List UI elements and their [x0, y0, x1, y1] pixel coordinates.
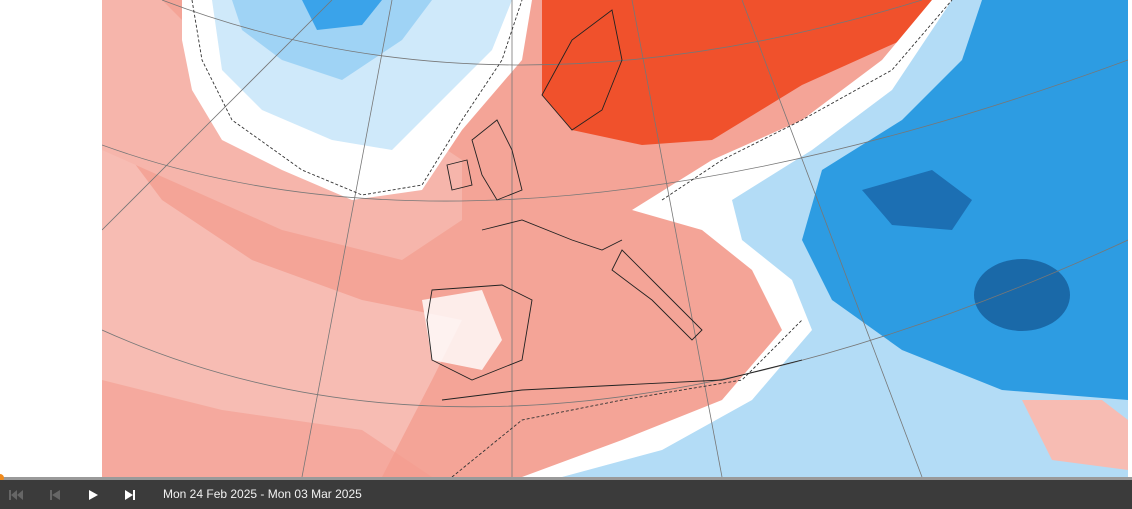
- first-button[interactable]: [3, 480, 29, 509]
- contour: [191, 0, 953, 477]
- strong-cold: [974, 259, 1070, 331]
- warm-anomaly: [1022, 400, 1128, 470]
- cold-anomaly: [302, 0, 382, 30]
- next-icon: [125, 489, 135, 500]
- next-button[interactable]: [117, 480, 143, 509]
- warm-anomaly: [102, 380, 432, 477]
- play-icon: [89, 489, 98, 500]
- coastline: [426, 9, 803, 401]
- previous-button[interactable]: [42, 480, 68, 509]
- cold-anomaly: [232, 0, 432, 80]
- warm-anomaly: [542, 0, 932, 145]
- first-icon: [9, 489, 23, 500]
- progress-handle[interactable]: [0, 474, 4, 482]
- date-range: Mon 24 Feb 2025 - Mon 03 Mar 2025: [163, 487, 362, 501]
- weather-map: [102, 0, 1128, 477]
- graticule: [102, 0, 1128, 477]
- light-anomaly: [102, 120, 462, 477]
- progress-track[interactable]: [0, 477, 1132, 480]
- previous-icon: [50, 489, 60, 500]
- neutral-zone: [422, 290, 502, 370]
- play-button[interactable]: [80, 480, 106, 509]
- player-controls: Mon 24 Feb 2025 - Mon 03 Mar 2025: [0, 480, 1132, 509]
- strong-cold: [862, 170, 972, 230]
